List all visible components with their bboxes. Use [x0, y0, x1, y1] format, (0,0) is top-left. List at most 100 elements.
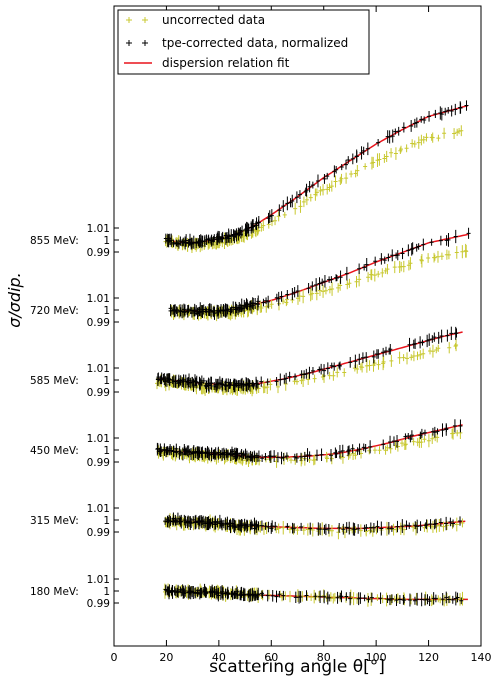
point-uncorrected: [268, 378, 273, 391]
point-corrected: [198, 587, 203, 598]
point-corrected: [233, 520, 238, 530]
point-corrected: [224, 304, 229, 317]
point-corrected: [329, 362, 334, 369]
point-uncorrected: [430, 595, 435, 605]
point-corrected: [325, 172, 330, 180]
point-corrected: [355, 447, 360, 455]
point-corrected: [339, 590, 344, 603]
point-corrected: [196, 446, 201, 461]
point-corrected: [338, 270, 343, 284]
point-uncorrected: [441, 521, 446, 532]
point-uncorrected: [377, 153, 382, 166]
point-corrected: [302, 451, 307, 461]
point-uncorrected: [375, 153, 380, 167]
point-corrected: [189, 447, 194, 461]
point-corrected: [216, 305, 221, 319]
point-corrected: [314, 278, 319, 292]
point-uncorrected: [293, 202, 298, 215]
point-corrected: [197, 588, 202, 600]
point-uncorrected: [355, 364, 360, 374]
point-uncorrected: [419, 255, 424, 264]
point-uncorrected: [412, 140, 417, 148]
point-uncorrected: [436, 134, 441, 142]
point-uncorrected: [308, 193, 313, 202]
point-corrected: [347, 445, 352, 455]
point-corrected: [407, 337, 412, 352]
point-corrected: [365, 142, 370, 156]
point-corrected: [446, 595, 451, 604]
point-corrected: [299, 522, 304, 531]
point-corrected: [354, 151, 359, 162]
point-uncorrected: [355, 164, 360, 177]
point-corrected: [344, 266, 349, 281]
point-corrected: [458, 516, 463, 526]
point-corrected: [396, 126, 401, 136]
point-corrected: [204, 234, 209, 246]
point-corrected: [266, 521, 271, 533]
point-uncorrected: [366, 272, 371, 283]
point-corrected: [249, 221, 254, 234]
point-uncorrected: [389, 148, 394, 158]
y-tick-label-2-1: 1: [103, 375, 110, 387]
point-corrected: [274, 377, 279, 386]
point-corrected: [387, 594, 392, 606]
point-uncorrected: [408, 257, 413, 270]
point-corrected: [250, 302, 255, 309]
point-corrected: [458, 102, 463, 114]
point-corrected: [185, 305, 190, 318]
point-corrected: [281, 200, 286, 212]
point-corrected: [449, 105, 454, 117]
point-corrected: [410, 242, 415, 255]
point-corrected: [232, 230, 237, 244]
point-uncorrected: [393, 147, 398, 160]
point-uncorrected: [351, 592, 356, 606]
point-uncorrected: [276, 380, 281, 394]
point-corrected: [173, 514, 178, 526]
point-corrected: [199, 379, 204, 386]
point-corrected: [214, 233, 219, 245]
point-corrected: [448, 517, 453, 527]
point-corrected: [240, 305, 245, 312]
point-uncorrected: [312, 454, 317, 465]
point-corrected: [344, 592, 349, 601]
point-uncorrected: [411, 437, 416, 446]
point-corrected: [313, 592, 318, 600]
energy-label-2: 585 MeV:: [30, 375, 79, 387]
point-corrected: [395, 250, 400, 261]
point-corrected: [334, 274, 339, 282]
point-corrected: [449, 326, 454, 341]
point-uncorrected: [273, 216, 278, 226]
point-corrected: [322, 173, 327, 184]
energy-label-0: 855 MeV:: [30, 235, 79, 247]
point-uncorrected: [410, 139, 415, 148]
point-corrected: [310, 367, 315, 375]
point-corrected: [303, 187, 308, 197]
point-uncorrected: [415, 351, 420, 361]
point-corrected: [416, 243, 421, 250]
point-uncorrected: [430, 433, 435, 444]
point-corrected: [432, 426, 437, 438]
point-corrected: [379, 253, 384, 265]
point-uncorrected: [430, 132, 435, 143]
point-corrected: [306, 283, 311, 294]
point-corrected: [421, 238, 426, 251]
point-corrected: [433, 109, 438, 119]
point-corrected: [191, 235, 196, 249]
point-uncorrected: [295, 378, 300, 385]
point-uncorrected: [332, 592, 337, 602]
legend-label-corrected: tpe-corrected data, normalized: [162, 36, 348, 50]
point-corrected: [279, 451, 284, 465]
point-uncorrected: [454, 246, 459, 259]
point-corrected: [382, 256, 387, 264]
point-corrected: [404, 520, 409, 530]
point-uncorrected: [312, 374, 317, 383]
point-corrected: [169, 233, 174, 247]
point-corrected: [232, 519, 237, 534]
point-corrected: [322, 274, 327, 288]
point-corrected: [344, 522, 349, 533]
point-corrected: [340, 444, 345, 458]
point-uncorrected: [259, 303, 264, 313]
point-corrected: [176, 584, 181, 598]
point-corrected: [439, 107, 444, 121]
point-uncorrected: [310, 523, 315, 537]
